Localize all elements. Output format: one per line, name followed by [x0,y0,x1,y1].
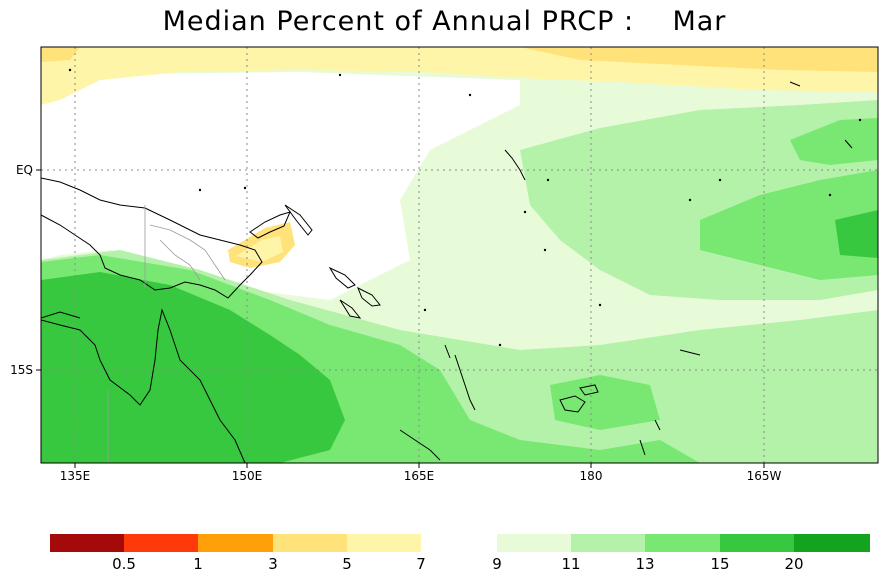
colorbar-label-20: 20 [784,555,803,573]
colorbar-swatch-2 [198,534,273,552]
small-islands [68,68,862,347]
colorbar-label-9: 9 [492,555,502,573]
colorbar-swatch-0 [50,534,124,552]
colorbar-swatch-5 [497,534,571,552]
colorbar-label-7: 7 [416,555,426,573]
colorbar-label-15: 15 [710,555,729,573]
colorbar-swatch-7 [645,534,720,552]
lat-label-15s: 15S [10,363,33,377]
grid-lines [41,47,878,463]
lon-label-150e: 150E [232,469,263,483]
precip-band-7-png [236,236,283,262]
lon-label-180: 180 [580,469,603,483]
colorbar-label-1: 1 [193,555,203,573]
colorbar-right [497,534,870,552]
colorbar-swatch-8 [720,534,794,552]
lon-label-135e: 135E [60,469,91,483]
lon-label-165w: 165W [747,469,782,483]
colorbar-swatch-4 [347,534,421,552]
map-frame [40,46,879,464]
colorbar-label-5: 5 [342,555,352,573]
precip-band-13-ne2 [790,118,878,165]
colorbar-swatch-6 [571,534,645,552]
precip-band-15-ne [835,210,878,258]
colorbar-label-11: 11 [561,555,580,573]
colorbar-swatch-3 [273,534,347,552]
map-title: Median Percent of Annual PRCP : Mar [162,6,727,37]
precip-band-white [41,72,520,300]
colorbar-swatch-9 [794,534,870,552]
coastlines [41,81,853,463]
colorbar-label-3: 3 [268,555,278,573]
lon-label-165e: 165E [404,469,435,483]
colorbar-label-0.5: 0.5 [112,555,136,573]
colorbar-left [50,534,421,552]
axis-ticks [36,169,765,468]
precip-band-5-w [41,47,80,62]
precip-band-13-ne [700,170,878,280]
colorbar-label-13: 13 [635,555,654,573]
colorbar-swatch-1 [124,534,198,552]
precip-band-15 [41,272,345,463]
precip-band-5 [520,47,878,72]
borders [107,205,226,463]
precip-band-13-fiji [550,375,660,430]
lat-label-eq: EQ [16,163,33,177]
